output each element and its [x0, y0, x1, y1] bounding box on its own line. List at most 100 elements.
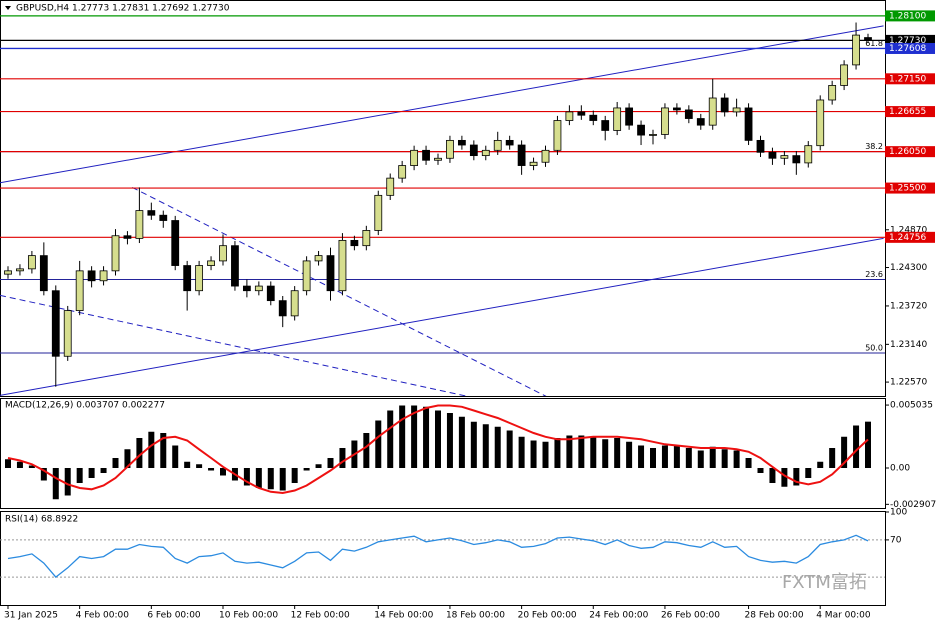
y-tick-label: 1.22570 [890, 378, 927, 388]
candle-body [541, 149, 550, 163]
y-tick-label: 0.005035 [890, 401, 933, 411]
trendline [0, 25, 884, 184]
macd-bar [267, 468, 274, 490]
macd-bar [279, 468, 286, 491]
macd-bar [243, 468, 250, 486]
candle-body [159, 214, 168, 221]
x-tick-label: 14 Feb 00:00 [374, 611, 433, 621]
macd-bar [136, 438, 143, 468]
macd-bar [16, 461, 23, 468]
macd-bar [160, 433, 167, 468]
macd-bar [829, 448, 836, 468]
candle-body [135, 210, 144, 239]
candle-body [362, 230, 371, 247]
level-label: 1.27730 [889, 36, 926, 46]
level-label: 1.26655 [889, 107, 926, 117]
candle-body [75, 270, 84, 311]
macd-bar [112, 458, 119, 468]
level-label: 1.28100 [889, 11, 926, 21]
macd-bar [554, 438, 561, 468]
macd-bar [638, 445, 645, 468]
macd-bar [530, 440, 537, 468]
candle-body [39, 255, 48, 292]
macd-bar [626, 441, 633, 468]
macd-bar [423, 406, 430, 468]
macd-bar [673, 445, 680, 468]
macd-bar [363, 433, 370, 468]
candle-body [207, 260, 215, 266]
x-tick-label: 20 Feb 00:00 [518, 611, 577, 621]
x-tick-label: 28 Feb 00:00 [745, 611, 804, 621]
macd-panel [0, 398, 886, 509]
candle-body [254, 285, 263, 292]
candle-body [16, 268, 24, 272]
macd-bar [100, 468, 107, 473]
macd-bar [578, 435, 585, 468]
macd-bar [387, 410, 394, 468]
macd-bar [88, 468, 95, 478]
level-label: 1.27608 [889, 44, 926, 54]
macd-bar [315, 464, 322, 468]
candle-body [290, 290, 299, 317]
trendline [131, 186, 547, 396]
candle-body [577, 111, 586, 116]
level-tag [885, 73, 935, 85]
candle-body [183, 265, 192, 292]
candle-body [601, 120, 610, 131]
fib-label: 23.6 [865, 270, 883, 279]
macd-bar [506, 430, 513, 468]
candle-body [840, 64, 849, 86]
candle-body [517, 144, 526, 166]
macd-bar [769, 468, 776, 483]
macd-bar [458, 416, 465, 468]
candle-body [434, 157, 442, 161]
level-label: 1.26050 [889, 147, 926, 157]
candle-body [864, 37, 872, 41]
candle-body [242, 285, 251, 292]
x-tick-label: 4 Feb 00:00 [76, 611, 130, 621]
candle-body [684, 109, 693, 119]
fib-label: 61.8 [865, 39, 883, 48]
candle-body [696, 118, 705, 126]
candle-body [529, 161, 538, 166]
y-tick-label: 0.00 [890, 464, 910, 474]
candle-body [147, 210, 156, 216]
candle-body [768, 151, 777, 159]
candle-body [816, 99, 825, 147]
candle-body [350, 239, 359, 247]
level-tag [885, 146, 935, 158]
trendline [0, 237, 884, 396]
y-tick-label: 1.23720 [890, 301, 927, 311]
candle-body [99, 270, 108, 282]
level-label: 1.27150 [889, 74, 926, 84]
candle-body [266, 285, 275, 302]
price-plot [0, 15, 885, 396]
candle-body [195, 265, 204, 292]
candle-body [63, 310, 72, 357]
watermark: FXTM富拓 [782, 572, 867, 593]
level-tag [885, 10, 935, 22]
macd-bar [817, 461, 824, 468]
level-tag [885, 231, 935, 243]
candle-body [219, 245, 227, 262]
macd-bar [781, 468, 788, 487]
candle-body [493, 139, 502, 151]
candle-body [649, 134, 657, 136]
candle-body [4, 270, 12, 275]
macd-bar [841, 436, 848, 468]
candle-body [338, 239, 347, 292]
macd-bar [184, 461, 191, 468]
rsi-line [7, 534, 869, 578]
candle-body [386, 177, 395, 196]
candle-body [613, 107, 622, 131]
candle-body [661, 107, 669, 135]
macd-bar [470, 421, 477, 468]
candle-body [505, 139, 514, 146]
macd-bar [709, 446, 716, 468]
fib-label: 38.2 [865, 142, 883, 151]
candle-body [792, 155, 801, 164]
macd-bar [196, 464, 203, 468]
candle-body [123, 235, 132, 239]
y-tick-label: 1.24300 [890, 263, 927, 273]
x-tick-label: 12 Feb 00:00 [291, 611, 350, 621]
